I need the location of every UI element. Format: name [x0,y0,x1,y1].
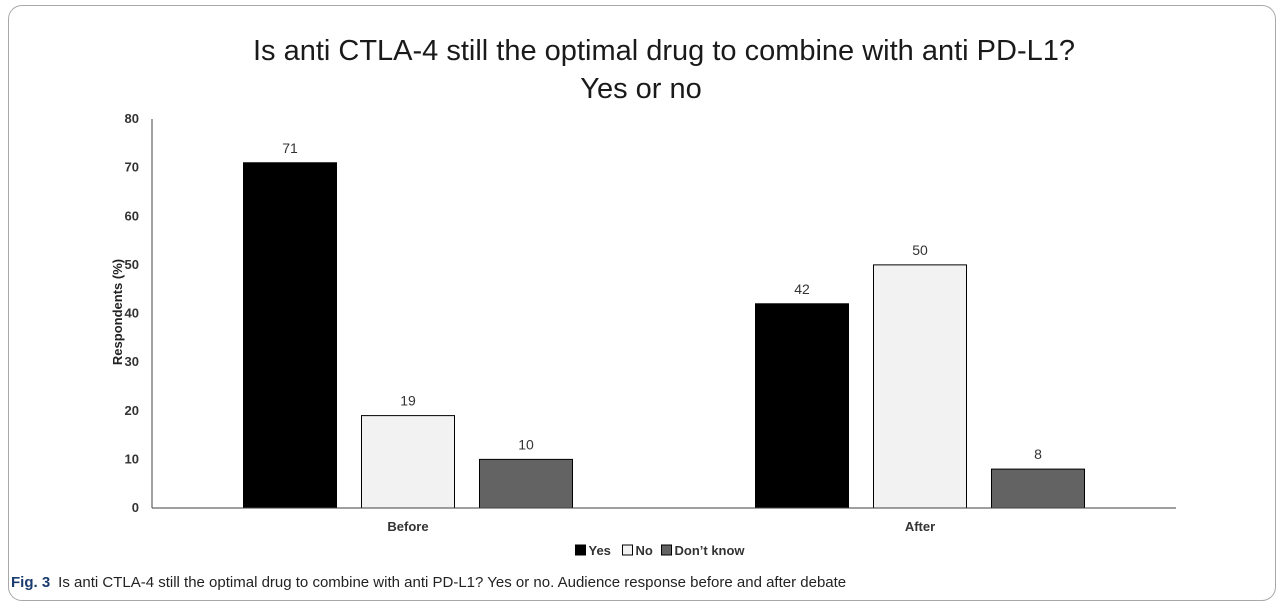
y-tick-label: 10 [125,451,139,466]
figure-label: Fig. 3 [11,574,51,591]
data-label: 50 [912,242,928,258]
chart-title-line2: Yes or no [580,73,701,105]
figure-caption: Fig. 3 Is anti CTLA-4 still the optimal d… [11,574,846,591]
y-tick-label: 80 [125,111,139,126]
y-tick-label: 60 [125,208,139,223]
y-tick-label: 70 [125,160,139,175]
legend-swatch [575,544,586,556]
x-tick-label: Before [387,519,428,534]
legend-label: No [636,543,653,558]
chart-title-line1: Is anti CTLA-4 still the optimal drug to… [253,35,1075,67]
legend-swatch [622,544,633,556]
legend: Yes No Don’t know [575,543,746,558]
data-label: 10 [518,436,534,452]
bar [479,458,573,509]
bar [755,303,849,509]
x-axis: Before After [152,507,1176,534]
y-tick-label: 50 [125,257,139,272]
figure-frame [8,5,1276,601]
bar [991,468,1085,509]
legend-label: Don’t know [675,543,746,558]
legend-swatch [661,544,672,556]
y-axis: 0 10 20 30 40 50 60 70 80 [125,111,153,515]
y-axis-label: Respondents (%) [110,259,125,365]
data-label: 19 [400,393,416,409]
y-tick-label: 0 [132,500,139,515]
data-label: 42 [794,281,810,297]
y-tick-label: 40 [125,306,139,321]
bar [361,415,455,509]
legend-label: Yes [589,543,611,558]
bar [873,264,967,509]
y-tick-label: 30 [125,354,139,369]
x-tick-label: After [905,519,935,534]
figure-caption-text: Is anti CTLA-4 still the optimal drug to… [58,574,847,591]
y-tick-label: 20 [125,403,139,418]
data-label: 71 [282,140,298,156]
data-label: 8 [1034,446,1042,462]
bars-group: 71 19 10 42 50 8 [243,140,1085,509]
bar [243,162,337,509]
